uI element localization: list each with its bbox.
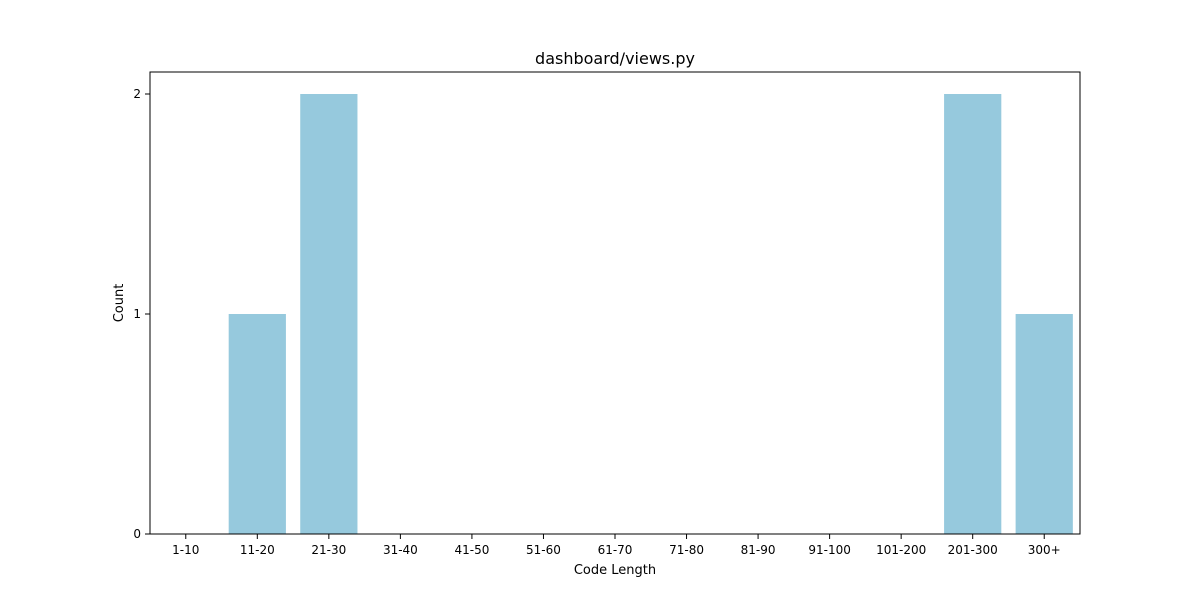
y-axis-label: Count: [112, 284, 127, 323]
x-tick-label: 51-60: [526, 543, 561, 557]
y-tick-label: 1: [133, 307, 141, 321]
x-tick-label: 41-50: [454, 543, 489, 557]
y-tick-label: 2: [133, 87, 141, 101]
bar-201-300: [944, 94, 1002, 534]
x-tick-label: 1-10: [172, 543, 199, 557]
bar-11-20: [228, 314, 286, 534]
bar-300+: [1015, 314, 1073, 534]
x-tick-label: 300+: [1028, 543, 1061, 557]
bar-21-30: [300, 94, 358, 534]
x-axis-label: Code Length: [574, 563, 656, 578]
x-tick-label: 11-20: [240, 543, 275, 557]
x-tick-label: 71-80: [669, 543, 704, 557]
x-tick-label: 201-300: [948, 543, 998, 557]
chart-title: dashboard/views.py: [535, 49, 695, 68]
bars-group: [228, 94, 1073, 534]
x-tick-label: 81-90: [741, 543, 776, 557]
plot-frame: [149, 71, 1081, 535]
x-tick-label: 91-100: [808, 543, 851, 557]
x-tick-label: 61-70: [598, 543, 633, 557]
x-axis: 1-10 11-20 21-30 31-40 41-50 51-60 61-70 71-80 8…: [172, 534, 1061, 557]
x-tick-label: 21-30: [311, 543, 346, 557]
x-tick-label: 101-200: [876, 543, 926, 557]
x-tick-label: 31-40: [383, 543, 418, 557]
y-tick-label: 0: [133, 527, 141, 541]
y-axis: 0 1 2: [133, 87, 150, 541]
